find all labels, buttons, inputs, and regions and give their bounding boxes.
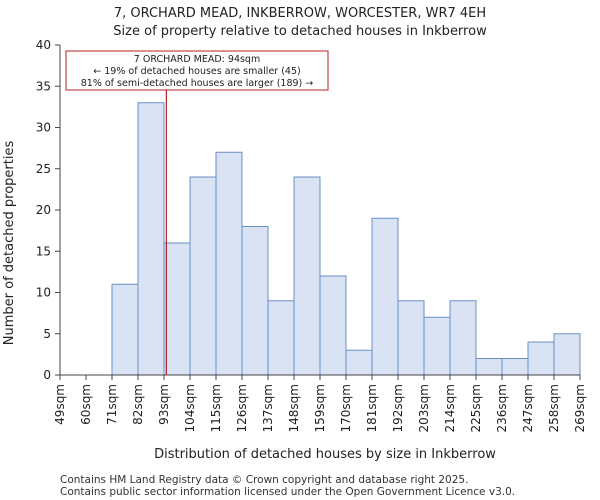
x-tick-label: 203sqm xyxy=(417,384,431,432)
y-tick-label: 0 xyxy=(43,368,51,382)
annotation-line-2: ← 19% of detached houses are smaller (45… xyxy=(93,66,300,77)
annotation-line-1: 7 ORCHARD MEAD: 94sqm xyxy=(134,54,260,65)
x-tick-label: 236sqm xyxy=(495,384,509,432)
histogram-bar xyxy=(241,226,269,376)
y-axis-label: Number of detached properties xyxy=(2,141,17,346)
histogram-bar xyxy=(293,176,321,376)
histogram-bar xyxy=(501,358,529,376)
x-axis-ticks: 49sqm 60sqm 71sqm 82sqm 93sqm 104sqm 115sqm 126… xyxy=(53,375,587,432)
footer-line-1: Contains HM Land Registry data © Crown c… xyxy=(60,474,468,486)
y-tick-label: 30 xyxy=(36,121,51,135)
y-tick-label: 35 xyxy=(36,79,51,93)
x-tick-label: 159sqm xyxy=(313,384,327,432)
y-tick-label: 10 xyxy=(36,286,51,300)
histogram-bar xyxy=(137,102,165,376)
x-tick-label: 71sqm xyxy=(105,384,119,425)
x-axis-label: Distribution of detached houses by size … xyxy=(154,447,496,462)
x-tick-label: 60sqm xyxy=(79,384,93,425)
x-tick-label: 137sqm xyxy=(261,384,275,432)
histogram-bar xyxy=(449,300,477,376)
x-tick-label: 82sqm xyxy=(131,384,145,425)
x-tick-label: 93sqm xyxy=(157,384,171,425)
histogram-bar xyxy=(423,316,451,376)
y-tick-label: 20 xyxy=(36,203,51,217)
bars-group xyxy=(111,102,581,376)
x-tick-label: 225sqm xyxy=(469,384,483,432)
footer-line-2: Contains public sector information licen… xyxy=(60,486,515,498)
x-tick-label: 214sqm xyxy=(443,384,457,432)
x-tick-label: 126sqm xyxy=(235,384,249,432)
annotation-border xyxy=(65,50,329,91)
histogram-bar xyxy=(111,283,139,376)
x-tick-label: 49sqm xyxy=(53,384,67,425)
histogram-bar xyxy=(527,341,555,376)
y-tick-label: 15 xyxy=(36,244,51,258)
histogram-bar xyxy=(553,333,581,376)
y-tick-label: 5 xyxy=(43,327,51,341)
x-tick-label: 148sqm xyxy=(287,384,301,432)
x-tick-label: 181sqm xyxy=(365,384,379,432)
x-tick-label: 269sqm xyxy=(573,384,587,432)
chart-title: 7, ORCHARD MEAD, INKBERROW, WORCESTER, W… xyxy=(114,6,486,21)
histogram-bar xyxy=(397,300,425,376)
y-axis-ticks: 0 5 10 15 20 25 30 35 40 xyxy=(36,38,60,382)
histogram-bar xyxy=(345,349,373,376)
x-tick-label: 247sqm xyxy=(521,384,535,432)
histogram-bar xyxy=(267,300,295,376)
annotation-line-3: 81% of semi-detached houses are larger (… xyxy=(81,78,314,89)
y-tick-label: 40 xyxy=(36,38,51,52)
y-tick-label: 25 xyxy=(36,162,51,176)
histogram-bar xyxy=(215,151,243,376)
x-tick-label: 170sqm xyxy=(339,384,353,432)
histogram-bar xyxy=(319,275,347,376)
x-tick-label: 115sqm xyxy=(209,384,223,432)
x-tick-label: 104sqm xyxy=(183,384,197,432)
histogram-bar xyxy=(475,358,503,376)
x-tick-label: 258sqm xyxy=(547,384,561,432)
histogram-bar xyxy=(189,176,217,376)
chart-subtitle: Size of property relative to detached ho… xyxy=(113,24,487,39)
histogram-bar xyxy=(163,242,191,376)
annotation-box: 7 ORCHARD MEAD: 94sqm ← 19% of detached … xyxy=(65,50,329,91)
histogram-bar xyxy=(371,217,399,376)
x-tick-label: 192sqm xyxy=(391,384,405,432)
